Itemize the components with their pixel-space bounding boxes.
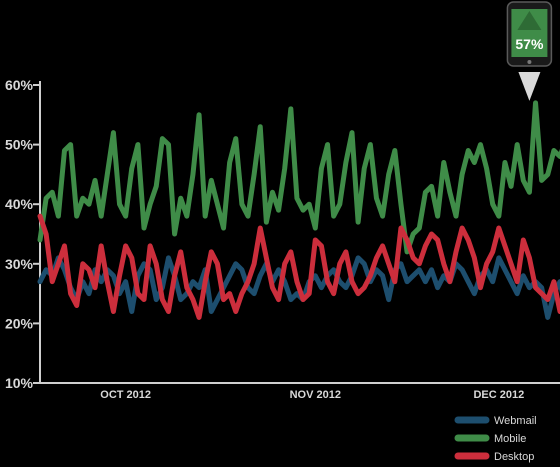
x-tick-label: DEC 2012 (473, 389, 524, 401)
x-tick-label: NOV 2012 (290, 389, 341, 401)
chart-axes: 10% 20% 30% 40% 50% 60% OCT 2012 NOV 2012 DEC 20… (5, 77, 560, 401)
y-tick-label: 50% (5, 137, 34, 153)
x-tick-label: OCT 2012 (100, 389, 151, 401)
series-line-desktop (37, 213, 560, 320)
y-tick-label: 10% (5, 375, 34, 391)
y-tick-label: 20% (5, 315, 34, 331)
legend-label-mobile: Mobile (494, 433, 526, 445)
y-tick-label: 40% (5, 196, 34, 212)
series-line-mobile (37, 100, 560, 255)
y-tick-label: 60% (5, 77, 34, 93)
chart-series-lines (37, 100, 560, 320)
callout-arrow (518, 72, 541, 101)
callout-value: 57% (515, 36, 544, 52)
phone-button-icon (527, 60, 532, 64)
y-tick-label: 30% (5, 256, 34, 272)
tree-icon (517, 11, 542, 30)
peak-callout: 57% (506, 1, 553, 101)
chart-legend: Webmail Mobile Desktop (454, 415, 537, 463)
legend-label-desktop: Desktop (494, 451, 534, 463)
legend-label-webmail: Webmail (494, 415, 537, 427)
